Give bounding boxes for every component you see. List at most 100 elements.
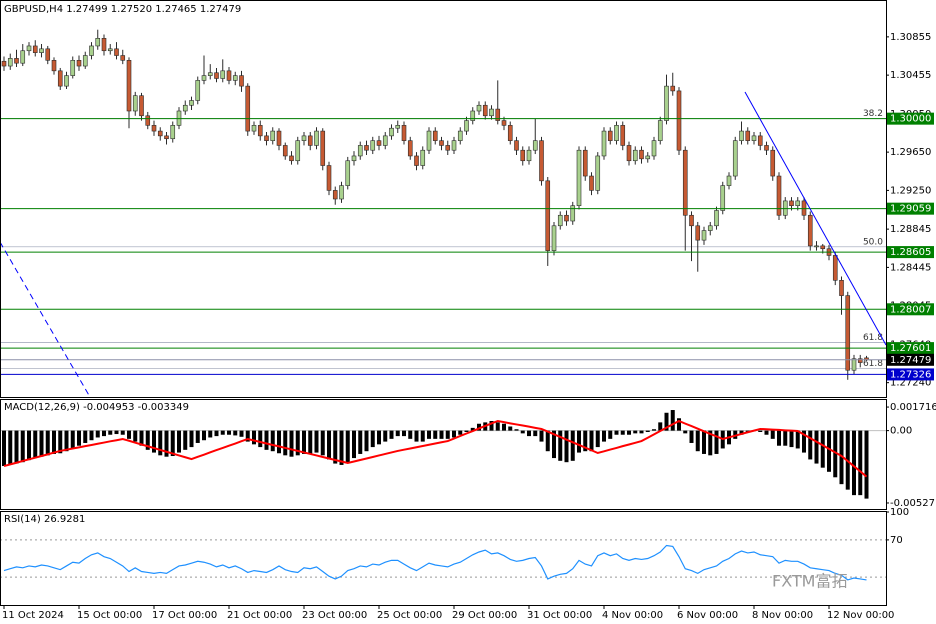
y-tick-label: 0.00 [890,426,912,437]
candle-body [664,85,669,121]
price-level-box [886,246,934,259]
macd-bar [670,410,675,431]
candle-body [482,104,488,117]
candle-body [101,38,107,52]
candle-body [657,120,663,141]
candle-body [695,225,701,241]
price-level-label: 1.29059 [890,204,931,215]
trend-line [744,91,887,346]
candle-body [501,120,507,126]
candle-body [245,85,251,132]
macd-bar [414,430,419,442]
candle-body [220,70,226,79]
x-tick-label: 6 Nov 00:00 [677,610,738,621]
candle-body [20,50,26,64]
candle-body [207,72,213,76]
macd-bar [739,430,744,435]
candle-body [14,58,19,64]
candle-body [707,225,713,231]
candle-body [232,75,238,81]
macd-bar [39,430,44,457]
macd-bar [220,430,225,435]
macd-bar [108,430,113,435]
candle-body [1,60,7,67]
macd-bar [658,422,663,431]
macd-bar [102,430,106,437]
y-tick-label: 1.28845 [890,224,931,235]
macd-bar [127,430,131,439]
macd-bar [120,430,125,435]
candle-body [757,135,763,146]
y-tick-label: 1.29650 [890,147,931,158]
y-tick-label: 1.29250 [890,185,931,196]
candle-body [639,149,644,160]
y-tick-label: 1.27240 [890,378,931,389]
candle-body [857,358,863,363]
macd-bar [383,430,388,442]
candle-body [764,145,769,151]
candle-body [745,130,751,141]
macd-bar [833,430,838,478]
x-tick-label: 29 Oct 00:00 [452,610,517,621]
candle-body [601,130,607,157]
candle-body [70,60,76,76]
candle-body [607,130,613,141]
price-level-label: 1.27326 [890,369,931,380]
candle-body [120,55,126,61]
candle-body [526,149,532,162]
candle-body [776,175,782,216]
macd-bar [652,429,656,431]
price-level-label: 1.27479 [890,355,931,366]
macd-bar [358,430,363,454]
macd-bar [133,430,138,442]
macd-bar [633,430,638,434]
macd-bar [64,430,69,452]
macd-bar [595,430,600,448]
candle-body [307,135,313,146]
macd-bar [602,430,606,442]
macd-bar [627,430,631,435]
macd-bar [83,430,88,443]
candle-body [457,130,463,141]
macd-bar [827,430,831,472]
macd-bar [52,430,56,454]
macd-bar [177,430,181,453]
x-tick-label: 8 Nov 00:00 [752,610,813,621]
candle-body [807,214,813,247]
candle-body [395,125,401,129]
price-title: GBPUSD,H4 1.27499 1.27520 1.27465 1.2747… [4,4,241,15]
candle-body [814,245,819,248]
macd-bar [814,430,819,464]
rsi-title: RSI(14) 26.9281 [4,514,85,525]
candle-body [82,55,88,67]
candle-body [476,104,482,112]
watermark: FXTM富拓 [772,572,847,591]
macd-bar [302,430,306,454]
macd-bar [858,430,863,496]
macd-bar [489,421,494,431]
candle-body [832,255,838,281]
candle-body [182,104,188,112]
candle-body [532,140,538,151]
macd-bar [533,430,538,437]
macd-bar [408,430,413,439]
candle-body [789,200,794,206]
price-level-box [886,202,934,215]
candle-body [195,80,201,101]
macd-bar [620,430,625,435]
candle-body [95,38,101,47]
macd-bar [427,430,431,439]
candle-body [732,140,738,177]
candle-body [489,108,494,117]
candle-body [514,140,519,151]
candle-body [620,125,626,146]
macd-bar [139,430,144,446]
candle-body [270,130,276,141]
macd-bar [470,427,475,431]
macd-bar [539,430,544,442]
macd-bar [795,430,800,449]
candle-body [382,135,388,146]
x-tick-label: 21 Oct 00:00 [227,610,292,621]
